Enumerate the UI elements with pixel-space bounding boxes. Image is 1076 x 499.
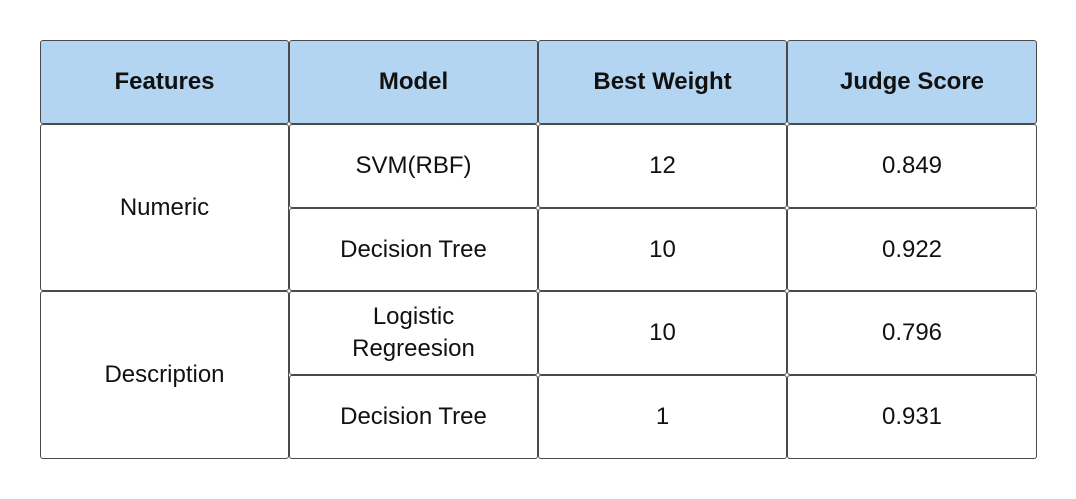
best-weight-cell: 10 [538, 208, 787, 291]
header-best-weight: Best Weight [538, 40, 787, 124]
feature-cell-numeric: Numeric [40, 124, 289, 291]
model-cell: SVM(RBF) [289, 124, 538, 208]
header-judge-score: Judge Score [787, 40, 1037, 124]
model-cell: Decision Tree [289, 208, 538, 291]
model-cell: Decision Tree [289, 375, 538, 459]
header-features: Features [40, 40, 289, 124]
judge-score-cell: 0.796 [787, 291, 1037, 375]
model-cell: Logistic Regreesion [289, 291, 538, 375]
best-weight-cell: 1 [538, 375, 787, 459]
judge-score-cell: 0.922 [787, 208, 1037, 291]
best-weight-cell: 10 [538, 291, 787, 375]
judge-score-cell: 0.931 [787, 375, 1037, 459]
feature-cell-description: Description [40, 291, 289, 459]
header-model: Model [289, 40, 538, 124]
best-weight-cell: 12 [538, 124, 787, 208]
judge-score-cell: 0.849 [787, 124, 1037, 208]
